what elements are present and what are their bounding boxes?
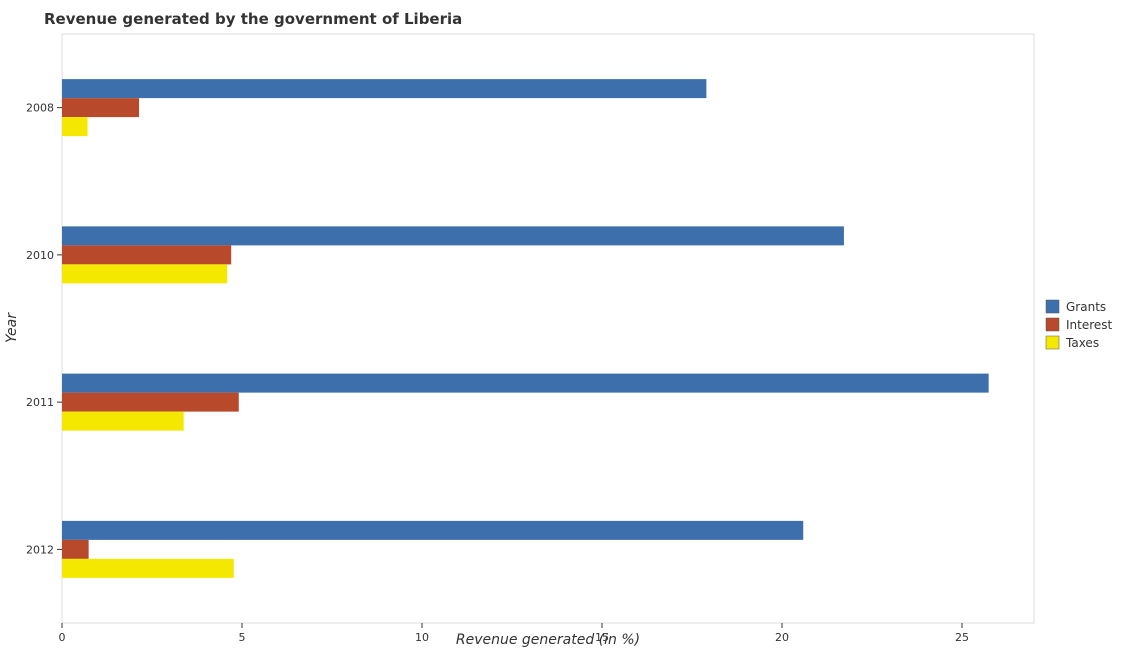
legend-swatch-grants xyxy=(1045,299,1060,314)
legend-label-interest: Interest xyxy=(1066,318,1113,332)
bar-taxes-2008 xyxy=(62,117,88,137)
x-tick-label: 25 xyxy=(955,631,969,644)
bar-interest-2010 xyxy=(62,245,232,265)
bar-grants-2011 xyxy=(62,373,989,393)
y-axis: 2008 2010 2011 2012 xyxy=(26,102,62,556)
bars-group xyxy=(62,79,989,578)
x-tick-label: 0 xyxy=(59,631,66,644)
x-tick-label: 5 xyxy=(239,631,246,644)
y-tick-label: 2008 xyxy=(26,102,54,115)
x-axis-title: Revenue generated (in %) xyxy=(456,632,640,648)
bar-interest-2012 xyxy=(62,539,89,559)
x-tick-label: 20 xyxy=(775,631,789,644)
legend-swatch-interest xyxy=(1045,317,1060,332)
bar-taxes-2011 xyxy=(62,411,184,431)
legend-label-grants: Grants xyxy=(1066,300,1106,314)
bar-interest-2008 xyxy=(62,98,140,118)
bar-taxes-2012 xyxy=(62,558,234,578)
bar-interest-2011 xyxy=(62,392,239,412)
legend-label-taxes: Taxes xyxy=(1065,336,1099,350)
bar-grants-2010 xyxy=(62,226,844,246)
y-tick-label: 2010 xyxy=(26,249,54,262)
y-tick-label: 2012 xyxy=(26,543,54,556)
bar-grants-2012 xyxy=(62,520,804,540)
bar-grants-2008 xyxy=(62,79,707,99)
x-tick-label: 10 xyxy=(415,631,429,644)
y-tick-label: 2011 xyxy=(26,396,54,409)
bar-taxes-2010 xyxy=(62,264,228,284)
legend: Grants Interest Taxes xyxy=(1045,299,1113,350)
legend-swatch-taxes xyxy=(1045,335,1060,350)
x-axis: 0 5 10 15 20 25 xyxy=(59,623,969,644)
x-tick-label: 15 xyxy=(595,631,609,644)
y-axis-title: Year xyxy=(4,312,20,343)
chart-title: Revenue generated by the government of L… xyxy=(44,10,462,28)
